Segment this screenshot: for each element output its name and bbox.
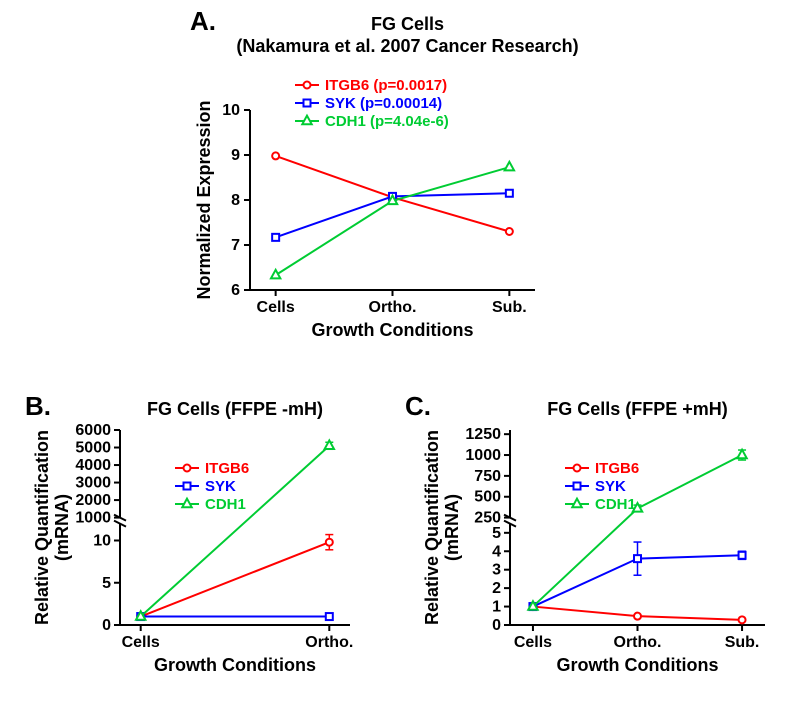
xtick: Sub. [725,634,760,651]
panel-b-xlabel: Growth Conditions [154,655,316,675]
ytick: 5 [492,525,501,542]
ytick: 750 [474,468,501,485]
panel-c-xlabel: Growth Conditions [557,655,719,675]
ytick: 1 [492,599,501,616]
panel-c-legend-CDH1: CDH1 [595,496,636,513]
ytick: 4000 [75,457,111,474]
panel-c-ylabel2: (mRNA) [442,494,462,561]
panel-a-xtick: Sub. [492,299,527,316]
panel-b-title: FG Cells (FFPE -mH) [147,399,323,419]
panel-c-title: FG Cells (FFPE +mH) [547,399,728,419]
ytick: 1000 [465,447,501,464]
ytick: 5000 [75,440,111,457]
panel-a-legend-ITGB6: ITGB6 (p=0.0017) [325,77,447,94]
panel-a-title1: FG Cells [371,14,444,34]
xtick: Ortho. [305,634,353,651]
panel-b-ylabel2: (mRNA) [52,494,72,561]
ytick: 5 [102,575,111,592]
ytick: 2 [492,580,501,597]
panel-a-ytick: 9 [231,147,240,164]
ytick: 3000 [75,475,111,492]
ytick: 250 [474,510,501,527]
panel-a-label: A. [190,6,216,36]
ytick: 4 [492,543,501,560]
panel-b-legend-CDH1: CDH1 [205,496,246,513]
panel-a-ytick: 7 [231,237,240,254]
ytick: 6000 [75,422,111,439]
ytick: 0 [492,617,501,634]
panel-b-ylabel1: Relative Quantification [32,430,52,625]
ytick: 2000 [75,492,111,509]
ytick: 3 [492,562,501,579]
xtick: Cells [122,634,160,651]
panel-a-xtick: Cells [257,299,295,316]
panel-a-xlabel: Growth Conditions [312,320,474,340]
panel-b-label: B. [25,391,51,421]
ytick: 1250 [465,426,501,443]
panel-a-ytick: 8 [231,192,240,209]
ytick: 1000 [75,510,111,527]
panel-a-ytick: 10 [222,102,240,119]
panel-a-ylabel: Normalized Expression [194,100,214,299]
xtick: Ortho. [614,634,662,651]
series-ITGB6 [141,542,330,616]
panel-a-ytick: 6 [231,282,240,299]
xtick: Cells [514,634,552,651]
ytick: 500 [474,489,501,506]
series-CDH1 [533,455,742,607]
panel-a-legend-SYK: SYK (p=0.00014) [325,95,442,112]
panel-c-ylabel1: Relative Quantification [422,430,442,625]
ytick: 10 [93,533,111,550]
panel-a-legend-CDH1: CDH1 (p=4.04e-6) [325,113,449,130]
ytick: 0 [102,617,111,634]
panel-c-label: C. [405,391,431,421]
panel-c-legend-ITGB6: ITGB6 [595,460,639,477]
panel-b-legend-SYK: SYK [205,478,236,495]
panel-a-xtick: Ortho. [369,299,417,316]
panel-a-title2: (Nakamura et al. 2007 Cancer Research) [236,36,578,56]
panel-b-legend-ITGB6: ITGB6 [205,460,249,477]
panel-c-legend-SYK: SYK [595,478,626,495]
